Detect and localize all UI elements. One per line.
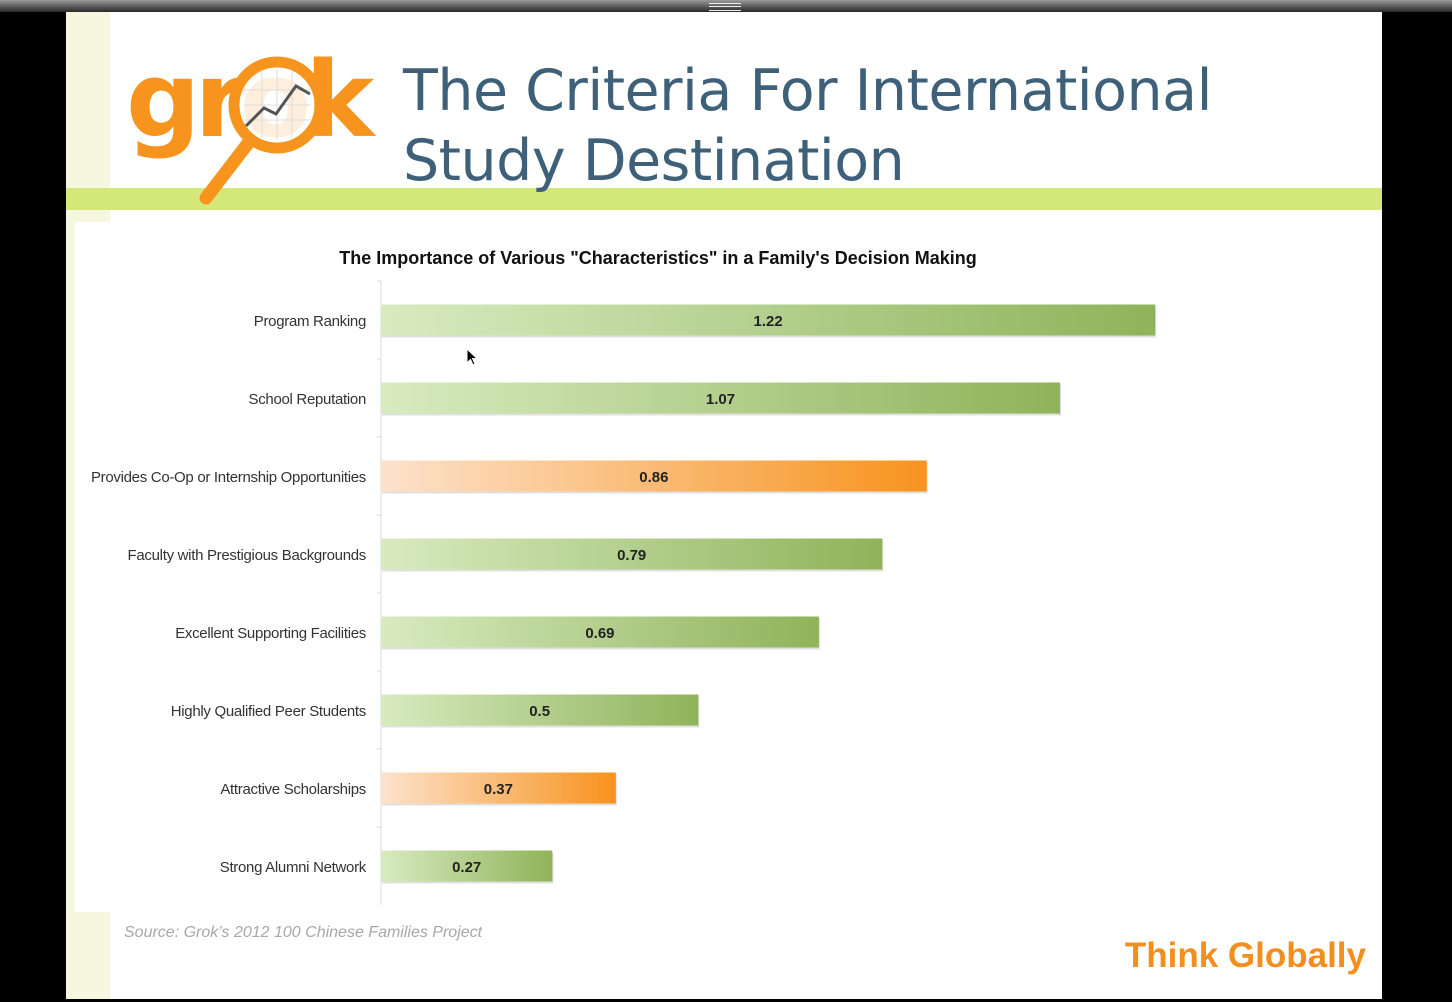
bar xyxy=(381,304,1156,336)
bar xyxy=(381,772,616,804)
data-label: 0.5 xyxy=(529,703,550,720)
category-label: Highly Qualified Peer Students xyxy=(171,703,366,720)
chart-panel: The Importance of Various "Characteristi… xyxy=(75,222,1371,912)
tagline: Think Globally xyxy=(1124,936,1366,975)
data-label: 1.07 xyxy=(706,391,735,408)
category-label: Excellent Supporting Facilities xyxy=(175,625,366,642)
category-label: School Reputation xyxy=(249,391,367,408)
category-label: Provides Co-Op or Internship Opportuniti… xyxy=(91,469,366,486)
bar xyxy=(381,850,553,882)
data-label: 0.79 xyxy=(617,547,646,564)
presentation-slide: grok The Criteria For International Stud… xyxy=(66,12,1382,999)
bar-chart: The Importance of Various "Characteristi… xyxy=(91,248,1157,905)
window-title-bar xyxy=(0,0,1452,12)
header-band xyxy=(66,188,1382,210)
category-label: Strong Alumni Network xyxy=(220,859,367,876)
category-label: Attractive Scholarships xyxy=(220,781,366,798)
bar xyxy=(381,382,1061,414)
drag-grip-icon[interactable] xyxy=(709,3,741,11)
data-label: 0.27 xyxy=(452,859,481,876)
bar xyxy=(381,694,699,726)
mouse-cursor-icon xyxy=(466,348,479,366)
bar xyxy=(381,538,883,570)
slide-title: The Criteria For International Study Des… xyxy=(403,56,1303,196)
data-label: 0.86 xyxy=(639,469,668,486)
category-label: Faculty with Prestigious Backgrounds xyxy=(128,547,366,564)
chart-title: The Importance of Various "Characteristi… xyxy=(339,248,977,268)
data-label: 0.37 xyxy=(484,781,513,798)
slide-title-line-2: Study Destination xyxy=(403,128,905,194)
source-note: Source: Grok’s 2012 100 Chinese Families… xyxy=(124,924,483,941)
category-label: Program Ranking xyxy=(254,313,366,330)
bar xyxy=(381,460,927,492)
data-label: 0.69 xyxy=(585,625,614,642)
grok-logo: grok xyxy=(126,48,383,205)
slide-title-line-1: The Criteria For International xyxy=(403,58,1212,124)
data-label: 1.22 xyxy=(754,313,783,330)
bar xyxy=(381,616,819,648)
